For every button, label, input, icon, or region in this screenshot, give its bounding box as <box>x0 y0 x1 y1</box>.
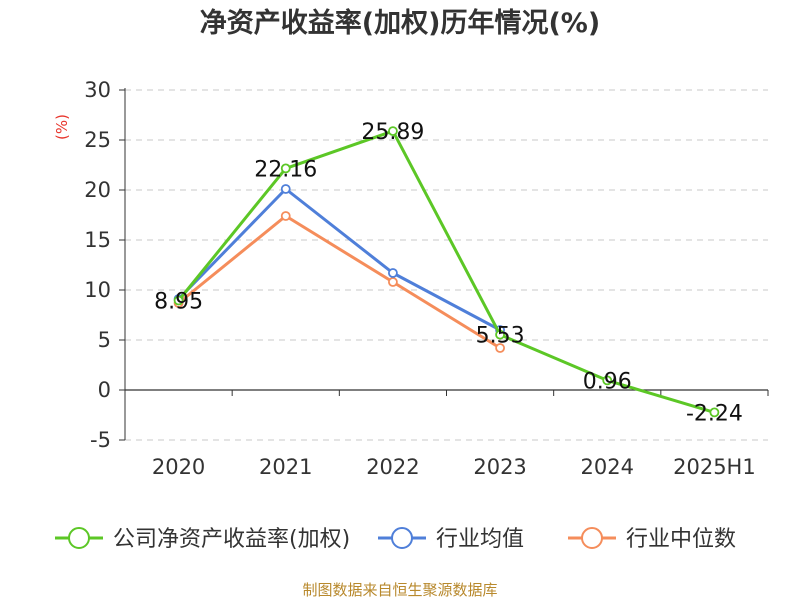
data-label: 22.16 <box>254 157 317 182</box>
y-axis-unit: (%) <box>53 114 71 140</box>
data-label: 25.89 <box>361 120 424 145</box>
source-note: 制图数据来自恒生聚源数据库 <box>302 581 497 599</box>
legend-marker <box>68 527 90 549</box>
data-point <box>173 295 184 306</box>
data-label: 5.53 <box>476 324 525 349</box>
x-tick-label: 2022 <box>366 455 419 479</box>
legend-marker <box>391 527 413 549</box>
data-point <box>602 375 613 386</box>
data-point <box>709 407 720 418</box>
chart-title: 净资产收益率(加权)历年情况(%) <box>200 7 600 39</box>
y-tick-label: 30 <box>84 78 111 102</box>
data-point <box>388 268 398 278</box>
legend-label: 行业均值 <box>436 527 524 552</box>
data-point <box>280 163 291 174</box>
data-label: 8.95 <box>154 290 203 315</box>
axes: 30 25 20 15 10 5 0 -5 2020 2021 2022 2023 2024 2025H1 <box>84 78 769 479</box>
x-tick-label: 2023 <box>473 455 526 479</box>
data-point <box>280 184 291 194</box>
x-tick-label: 2020 <box>152 455 205 479</box>
x-tick-label: 2021 <box>259 455 312 479</box>
y-tick-label: -5 <box>90 428 111 452</box>
data-point <box>495 329 505 340</box>
series-line <box>177 129 715 414</box>
data-point <box>388 277 398 287</box>
gridlines <box>125 89 768 441</box>
data-label: 0.96 <box>583 369 632 394</box>
y-tick-label: 20 <box>84 178 111 202</box>
data-point <box>280 211 291 221</box>
data-label: -2.24 <box>686 401 743 426</box>
y-tick-label: 5 <box>98 328 111 352</box>
y-tick-label: 25 <box>84 128 111 152</box>
series-line <box>177 187 501 332</box>
data-labels: 8.95 22.16 25.89 5.53 0.96 -2.24 <box>154 120 743 426</box>
series-line <box>177 214 501 350</box>
y-tick-label: 0 <box>98 378 111 402</box>
y-tick-label: 15 <box>84 228 111 252</box>
legend-marker <box>581 527 603 549</box>
x-tick-label: 2025H1 <box>673 455 756 479</box>
legend: 公司净资产收益率(加权) 行业均值 行业中位数 <box>55 527 736 552</box>
legend-label: 公司净资产收益率(加权) <box>113 527 350 552</box>
y-tick-label: 10 <box>84 278 111 302</box>
data-point <box>495 343 505 353</box>
series-group <box>173 126 720 418</box>
x-tick-label: 2024 <box>581 455 634 479</box>
data-point <box>388 126 398 137</box>
legend-label: 行业中位数 <box>626 527 736 552</box>
